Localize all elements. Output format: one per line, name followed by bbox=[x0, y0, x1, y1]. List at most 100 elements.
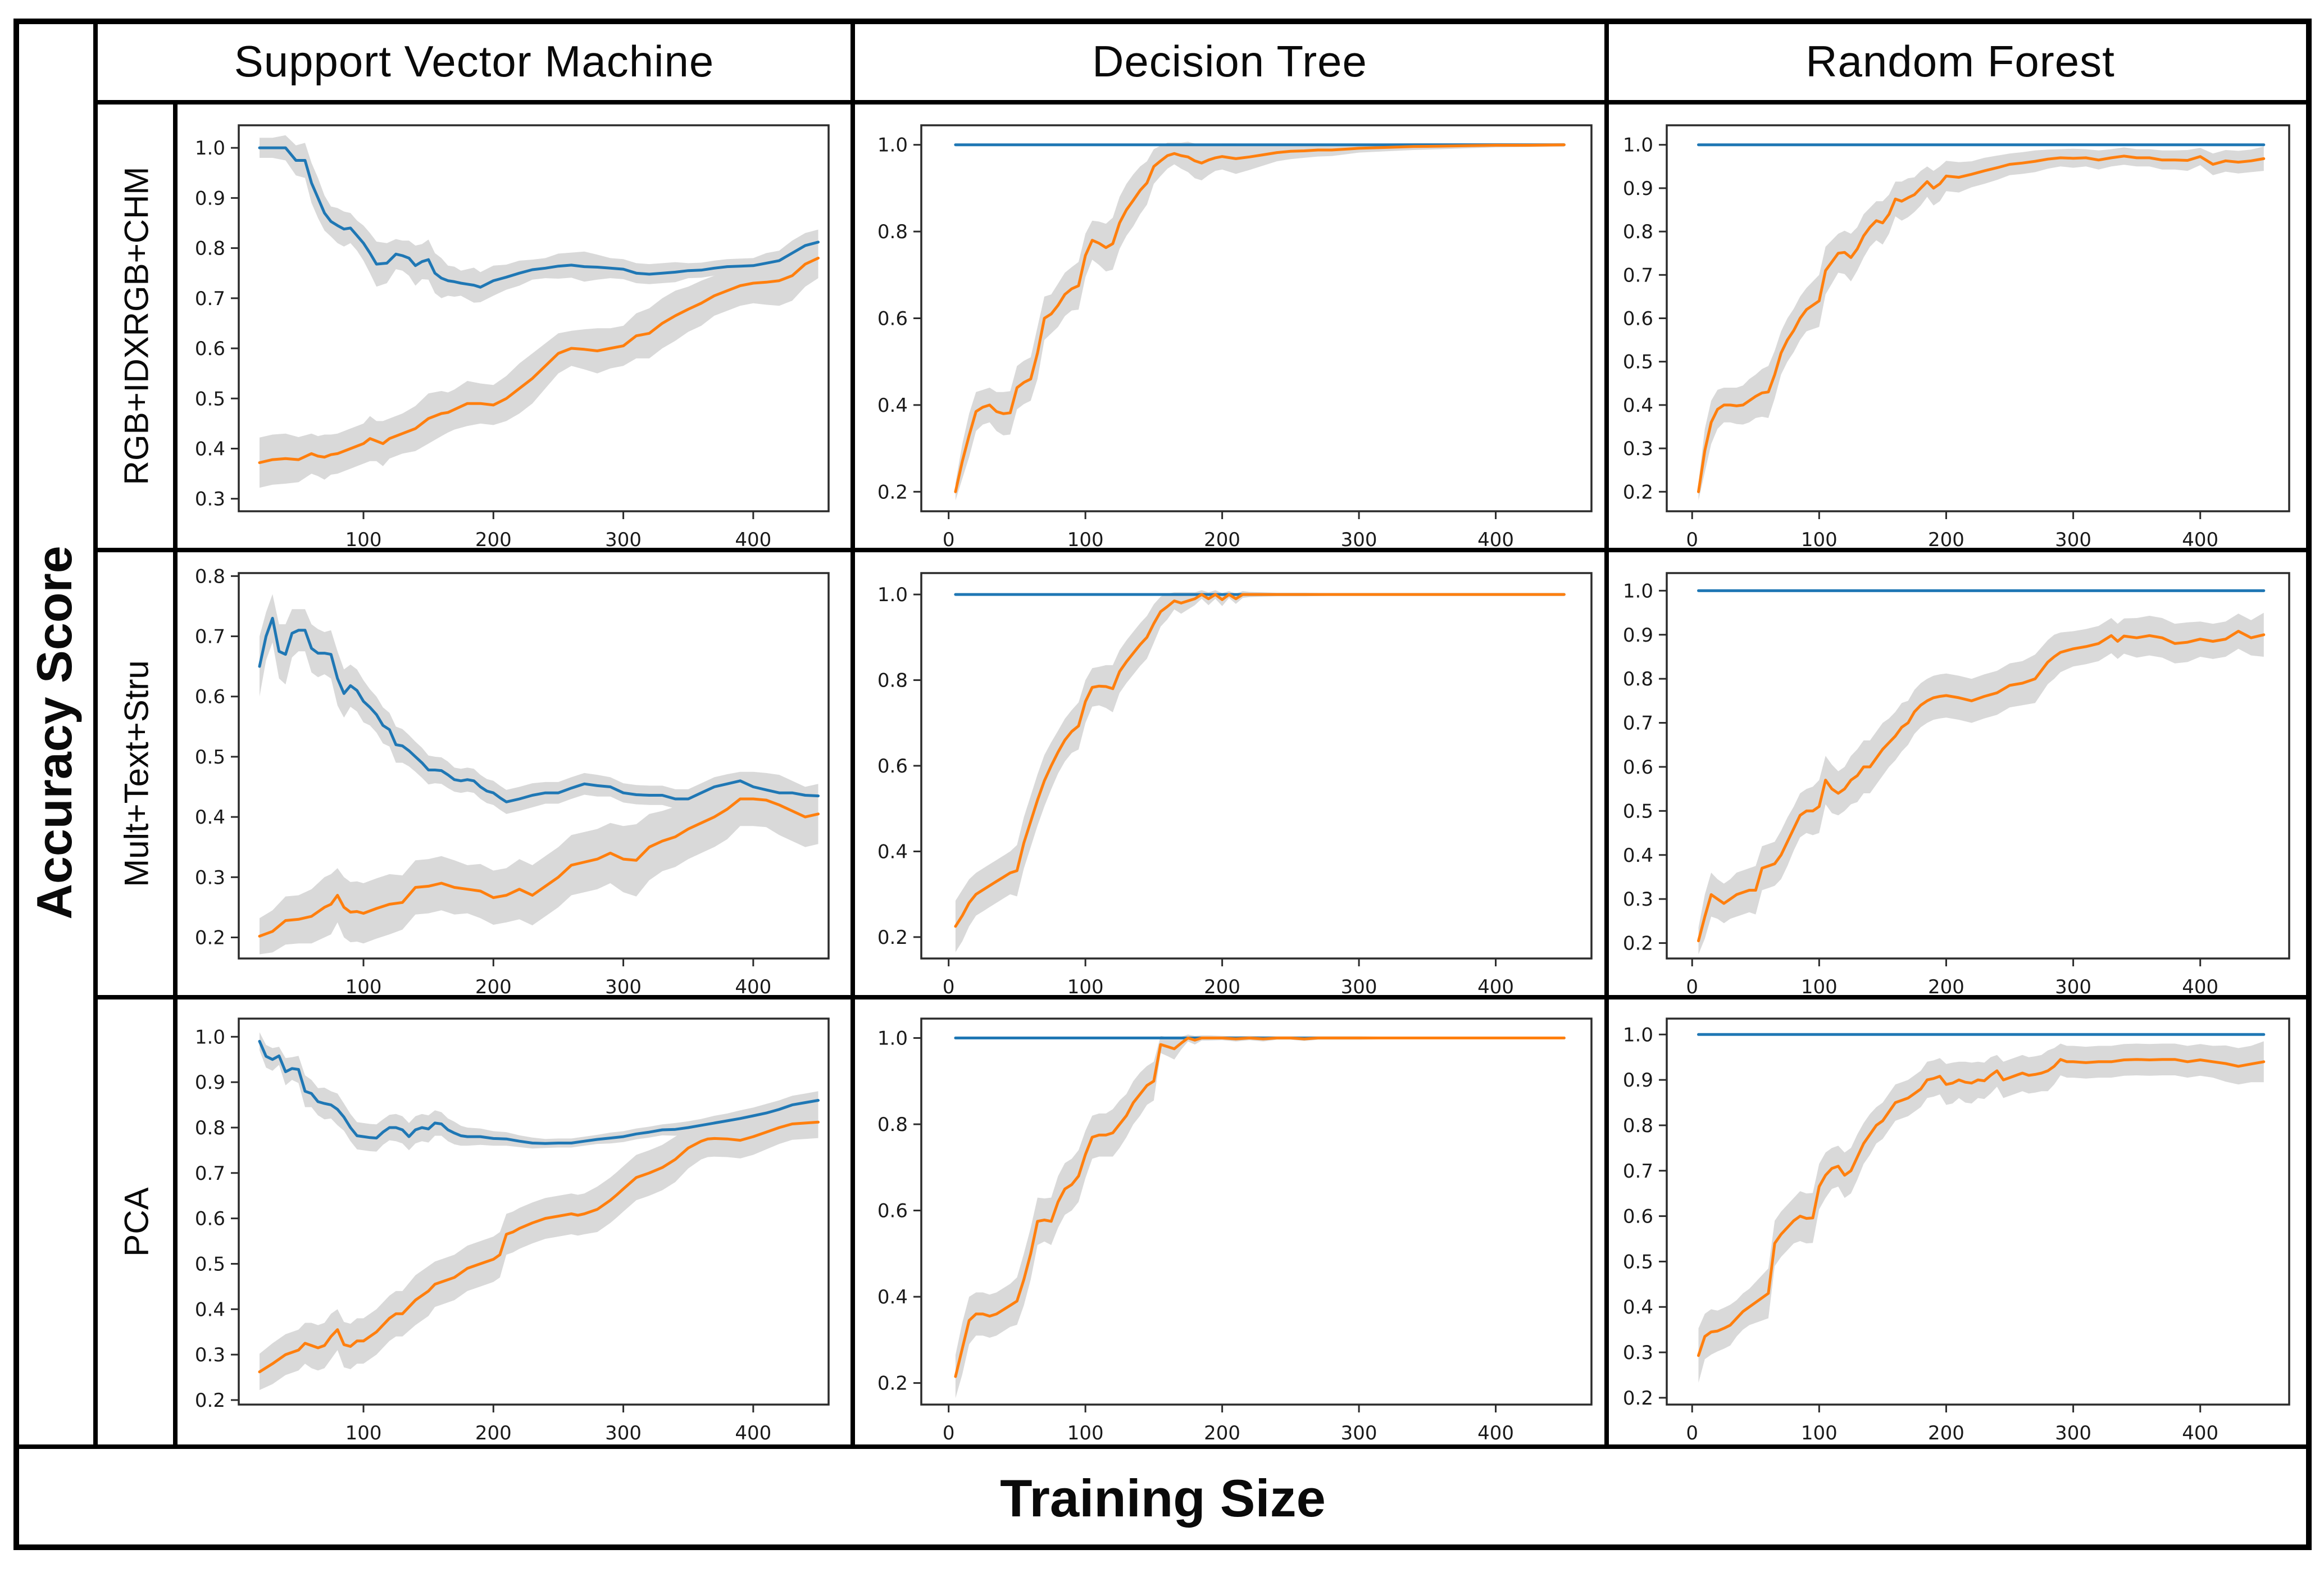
x-tick-label: 200 bbox=[475, 1422, 512, 1444]
column-header-random-forest-label: Random Forest bbox=[1805, 37, 2115, 86]
axes-frame bbox=[920, 124, 1593, 512]
y-tick-label: 0.8 bbox=[877, 221, 908, 243]
validation-curve bbox=[1697, 155, 2266, 493]
learning-curve-chart-PCA-Random Forest: 0.2 0.3 0.4 0.5 0.6 0.7 0.8 0.9 1.0 0 100 200 300 400 bbox=[1623, 1017, 2290, 1444]
x-tick-label: 300 bbox=[605, 529, 642, 551]
y-tick-label: 0.8 bbox=[195, 1117, 225, 1139]
learning-curve-chart-Mult+Text+Stru-Random Forest: 0.2 0.3 0.4 0.5 0.6 0.7 0.8 0.9 1.0 0 100 200 300 400 bbox=[1623, 572, 2290, 998]
y-tick-label: 0.3 bbox=[195, 866, 225, 889]
axes-frame bbox=[1666, 1017, 2290, 1406]
x-axis-label: Training Size bbox=[1000, 1469, 1326, 1528]
learning-curve-chart-RGB+IDXRGB+CHM-Decision Tree: 0.2 0.4 0.6 0.8 1.0 0 100 200 300 400 bbox=[877, 124, 1593, 551]
validation-curve bbox=[258, 256, 820, 464]
y-tick-label: 0.4 bbox=[877, 394, 908, 417]
x-tick-label: 300 bbox=[2055, 1422, 2091, 1444]
y-tick-label: 0.9 bbox=[1623, 178, 1653, 200]
y-tick-label: 0.4 bbox=[1623, 844, 1653, 867]
y-tick-label: 0.8 bbox=[877, 670, 908, 692]
y-tick-label: 0.7 bbox=[195, 288, 225, 310]
y-tick-label: 0.5 bbox=[195, 746, 225, 769]
x-tick-label: 400 bbox=[1477, 976, 1514, 998]
validation-confidence-band bbox=[955, 590, 1565, 952]
x-tick-label: 200 bbox=[1928, 529, 1964, 551]
y-tick-label: 0.6 bbox=[877, 1200, 908, 1223]
train-confidence-band bbox=[260, 594, 818, 814]
y-tick-label: 0.8 bbox=[195, 565, 225, 588]
x-tick-label: 0 bbox=[943, 1422, 955, 1444]
x-tick-label: 100 bbox=[1067, 1422, 1104, 1444]
x-tick-label: 400 bbox=[2182, 976, 2218, 998]
x-tick-label: 300 bbox=[605, 1422, 642, 1444]
y-tick-label: 0.6 bbox=[1623, 1206, 1653, 1228]
y-tick-label: 0.2 bbox=[877, 926, 908, 949]
x-tick-label: 300 bbox=[605, 976, 642, 998]
validation-confidence-band bbox=[260, 238, 818, 488]
learning-curve-chart-Mult+Text+Stru-Decision Tree: 0.2 0.4 0.6 0.8 1.0 0 100 200 300 400 bbox=[877, 572, 1593, 998]
x-tick-label: 100 bbox=[345, 529, 382, 551]
y-axis-label: Accuracy Score bbox=[26, 546, 82, 920]
learning-curve-chart-PCA-Decision Tree: 0.2 0.4 0.6 0.8 1.0 0 100 200 300 400 bbox=[877, 1017, 1593, 1444]
x-tick-label: 100 bbox=[1067, 529, 1104, 551]
x-tick-label: 200 bbox=[1204, 1422, 1240, 1444]
divider-header-bottom bbox=[93, 100, 2312, 105]
y-tick-label: 0.6 bbox=[1623, 756, 1653, 779]
y-tick-label: 0.5 bbox=[195, 1253, 225, 1275]
validation-confidence-band bbox=[260, 1106, 818, 1391]
divider-row1-row2 bbox=[93, 548, 2312, 552]
y-tick-label: 0.5 bbox=[195, 388, 225, 410]
divider-dt-rf bbox=[1604, 19, 1609, 1447]
y-tick-label: 0.6 bbox=[877, 308, 908, 330]
y-tick-label: 1.0 bbox=[877, 134, 908, 157]
x-tick-label: 300 bbox=[1341, 529, 1377, 551]
y-tick-label: 0.8 bbox=[1623, 1115, 1653, 1137]
y-tick-label: 0.2 bbox=[877, 481, 908, 503]
y-tick-label: 1.0 bbox=[877, 1028, 908, 1050]
x-tick-label: 0 bbox=[1686, 976, 1698, 998]
x-tick-label: 400 bbox=[2182, 529, 2218, 551]
y-tick-label: 0.5 bbox=[1623, 351, 1653, 374]
y-tick-label: 0.2 bbox=[1623, 481, 1653, 503]
axes-frame bbox=[1666, 572, 2290, 960]
x-tick-label: 100 bbox=[1801, 976, 1838, 998]
y-tick-label: 0.6 bbox=[195, 338, 225, 360]
x-tick-label: 100 bbox=[1067, 976, 1104, 998]
validation-curve bbox=[258, 797, 820, 938]
validation-confidence-band bbox=[1698, 612, 2264, 955]
divider-trainingsize-top bbox=[13, 1444, 2312, 1449]
divider-rowlabel-col bbox=[173, 102, 178, 1447]
axes-frame bbox=[238, 1017, 830, 1406]
y-tick-label: 0.3 bbox=[195, 488, 225, 511]
y-tick-label: 0.4 bbox=[195, 1298, 225, 1321]
axes-frame bbox=[238, 124, 830, 512]
validation-curve bbox=[954, 593, 1566, 928]
y-tick-label: 0.9 bbox=[195, 1071, 225, 1094]
y-tick-label: 0.7 bbox=[1623, 712, 1653, 735]
y-tick-label: 0.2 bbox=[877, 1373, 908, 1395]
y-tick-label: 1.0 bbox=[195, 1026, 225, 1048]
y-tick-label: 1.0 bbox=[1623, 580, 1653, 602]
learning-curve-chart-RGB+IDXRGB+CHM-Support Vector Machine: 0.3 0.4 0.5 0.6 0.7 0.8 0.9 1.0 100 200 300 400 bbox=[195, 124, 830, 551]
y-tick-label: 0.4 bbox=[195, 806, 225, 829]
y-tick-label: 0.2 bbox=[1623, 933, 1653, 955]
y-tick-label: 0.2 bbox=[195, 1389, 225, 1412]
column-header-decision-tree-label: Decision Tree bbox=[1092, 37, 1367, 86]
validation-curve bbox=[1697, 1058, 2266, 1357]
x-tick-label: 400 bbox=[735, 976, 771, 998]
column-header-svm: Support Vector Machine bbox=[98, 23, 851, 100]
x-tick-label: 300 bbox=[1341, 976, 1377, 998]
validation-confidence-band bbox=[1698, 146, 2264, 501]
y-tick-label: 0.6 bbox=[877, 755, 908, 778]
learning-curve-chart-Mult+Text+Stru-Support Vector Machine: 0.2 0.3 0.4 0.5 0.6 0.7 0.8 100 200 300 400 bbox=[195, 565, 830, 998]
axes-frame bbox=[920, 1017, 1593, 1406]
column-header-svm-label: Support Vector Machine bbox=[234, 37, 715, 86]
learning-curve-chart-PCA-Support Vector Machine: 0.2 0.3 0.4 0.5 0.6 0.7 0.8 0.9 1.0 100 200 300 400 bbox=[195, 1017, 830, 1444]
y-tick-label: 0.9 bbox=[195, 187, 225, 210]
y-tick-label: 0.4 bbox=[1623, 1296, 1653, 1319]
y-tick-label: 0.8 bbox=[195, 238, 225, 260]
y-tick-label: 0.9 bbox=[1623, 1069, 1653, 1092]
x-tick-label: 200 bbox=[475, 976, 512, 998]
y-tick-label: 0.7 bbox=[1623, 1160, 1653, 1183]
validation-confidence-band bbox=[955, 1034, 1565, 1398]
y-tick-label: 0.6 bbox=[1623, 308, 1653, 330]
divider-row2-row3 bbox=[93, 995, 2312, 999]
